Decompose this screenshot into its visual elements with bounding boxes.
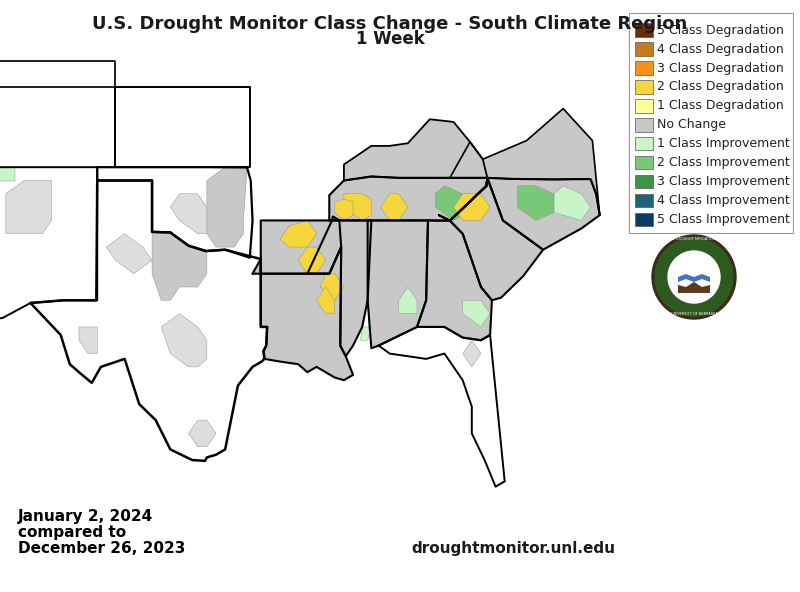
Polygon shape [152, 232, 207, 300]
Text: U.S. Drought Monitor Class Change - South Climate Region: U.S. Drought Monitor Class Change - Sout… [92, 15, 688, 33]
Polygon shape [0, 167, 98, 318]
Text: UNIVERSITY OF NEBRASKA: UNIVERSITY OF NEBRASKA [670, 312, 718, 316]
Text: 2 Class Improvement: 2 Class Improvement [657, 156, 790, 169]
Text: 1 Class Degradation: 1 Class Degradation [657, 99, 784, 112]
Polygon shape [435, 186, 462, 220]
Polygon shape [189, 420, 216, 447]
Polygon shape [114, 87, 250, 167]
Text: 3 Class Degradation: 3 Class Degradation [657, 62, 784, 75]
FancyBboxPatch shape [635, 137, 653, 150]
Polygon shape [439, 178, 600, 250]
Polygon shape [317, 287, 334, 314]
Polygon shape [280, 220, 317, 247]
Polygon shape [378, 327, 505, 487]
Text: 4 Class Improvement: 4 Class Improvement [657, 194, 790, 207]
Polygon shape [417, 220, 492, 340]
Polygon shape [106, 234, 152, 274]
Polygon shape [0, 167, 15, 181]
Text: 4 Class Degradation: 4 Class Degradation [657, 43, 784, 56]
Polygon shape [368, 220, 428, 348]
Polygon shape [330, 176, 487, 221]
Text: January 2, 2024: January 2, 2024 [18, 509, 154, 524]
FancyBboxPatch shape [635, 194, 653, 207]
Polygon shape [207, 167, 247, 247]
Polygon shape [79, 327, 98, 353]
Text: NATIONAL DROUGHT MITIGATION CENTER: NATIONAL DROUGHT MITIGATION CENTER [657, 237, 731, 241]
Polygon shape [398, 287, 417, 314]
Polygon shape [344, 119, 487, 181]
Polygon shape [450, 178, 543, 300]
Text: 2 Class Degradation: 2 Class Degradation [657, 81, 784, 94]
Text: droughtmonitor.unl.edu: droughtmonitor.unl.edu [411, 541, 615, 556]
Text: 5 Class Degradation: 5 Class Degradation [657, 24, 784, 37]
Circle shape [652, 235, 736, 319]
Text: 1 Class Improvement: 1 Class Improvement [657, 137, 790, 150]
Polygon shape [161, 314, 207, 367]
FancyBboxPatch shape [635, 43, 653, 56]
Circle shape [668, 251, 720, 303]
Text: December 26, 2023: December 26, 2023 [18, 541, 186, 556]
Polygon shape [462, 300, 490, 327]
Polygon shape [678, 282, 710, 293]
Polygon shape [344, 194, 371, 220]
Polygon shape [6, 181, 51, 234]
Polygon shape [360, 327, 371, 340]
Polygon shape [0, 61, 114, 87]
Polygon shape [298, 247, 326, 274]
FancyBboxPatch shape [635, 213, 653, 226]
Text: 5 Class Improvement: 5 Class Improvement [657, 213, 790, 226]
Polygon shape [381, 194, 408, 220]
Text: No Change: No Change [657, 118, 726, 131]
Polygon shape [554, 186, 590, 220]
FancyBboxPatch shape [635, 175, 653, 188]
FancyBboxPatch shape [629, 13, 793, 233]
FancyBboxPatch shape [635, 118, 653, 131]
Polygon shape [462, 340, 481, 367]
Polygon shape [307, 220, 371, 356]
Polygon shape [261, 247, 353, 380]
Polygon shape [253, 217, 341, 274]
Polygon shape [320, 274, 344, 300]
Polygon shape [170, 194, 207, 234]
Polygon shape [454, 194, 490, 220]
Polygon shape [334, 199, 353, 220]
FancyBboxPatch shape [635, 156, 653, 169]
FancyBboxPatch shape [635, 81, 653, 94]
Polygon shape [678, 274, 710, 282]
Circle shape [655, 238, 733, 316]
Polygon shape [98, 167, 253, 258]
Polygon shape [450, 108, 600, 215]
Text: compared to: compared to [18, 525, 126, 540]
Polygon shape [30, 181, 267, 461]
Polygon shape [518, 186, 554, 220]
Text: 3 Class Improvement: 3 Class Improvement [657, 175, 790, 188]
Text: 1 Week: 1 Week [356, 30, 424, 48]
FancyBboxPatch shape [635, 62, 653, 75]
Text: NDMC: NDMC [673, 262, 715, 275]
FancyBboxPatch shape [635, 99, 653, 112]
FancyBboxPatch shape [635, 24, 653, 37]
